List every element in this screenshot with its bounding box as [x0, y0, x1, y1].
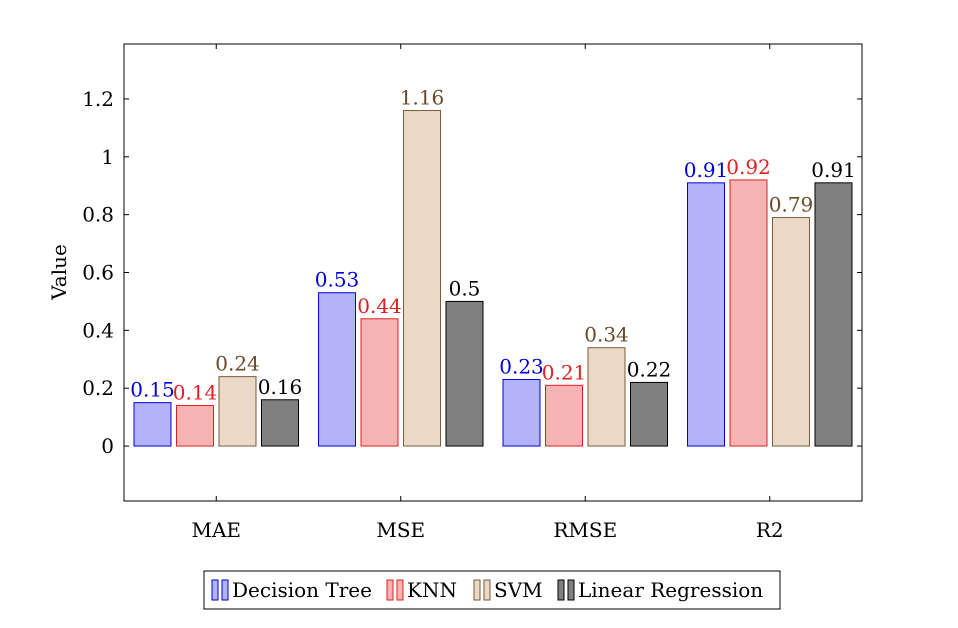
category-label: RMSE: [553, 518, 617, 542]
bar: [403, 110, 441, 447]
category-label: R2: [756, 518, 784, 542]
legend-swatch: [221, 579, 229, 601]
x-axis: MAE MSE RMSE R2: [191, 44, 784, 542]
y-axis: 0 0.2 0.4 0.6 0.8 1 1.2: [82, 87, 862, 458]
data-label: 0.14: [173, 381, 218, 405]
data-label: 0.15: [130, 378, 175, 402]
data-label: 0.91: [684, 158, 729, 182]
legend-swatch: [211, 579, 219, 601]
legend-swatch: [473, 579, 481, 601]
y-tick-label: 1.2: [82, 87, 114, 111]
category-label: MSE: [376, 518, 425, 542]
legend-swatch: [483, 579, 491, 601]
data-label: 0.53: [315, 268, 360, 292]
bar: [587, 347, 626, 447]
legend-label: SVM: [494, 578, 543, 602]
data-label: 0.79: [769, 193, 814, 217]
data-label: 0.34: [584, 323, 629, 347]
bars: [133, 110, 853, 447]
legend-swatch: [396, 579, 404, 601]
data-label: 1.16: [400, 86, 445, 110]
bar: [133, 402, 172, 447]
y-tick-label: 0.6: [82, 261, 114, 285]
y-tick-label: 0.2: [82, 376, 114, 400]
bar: [445, 300, 484, 447]
data-label: 0.24: [215, 352, 260, 376]
y-tick-label: 0.8: [82, 203, 114, 227]
bar: [772, 217, 810, 447]
bar: [218, 376, 257, 447]
y-axis-title: Value: [47, 244, 71, 301]
legend-label: Linear Regression: [578, 578, 763, 602]
bar: [360, 318, 399, 447]
y-tick-label: 1: [101, 145, 114, 169]
bar: [687, 182, 725, 447]
bar: [502, 379, 541, 447]
data-labels: 0.150.14 0.240.16 0.530.44 1.16 0.5 0.230.21 0…: [130, 86, 856, 405]
legend-swatch: [386, 579, 394, 601]
legend: Decision Tree KNN SVM Linear Regression: [203, 570, 781, 610]
data-label: 0.21: [542, 360, 587, 384]
bar: [545, 384, 583, 447]
bar: [814, 182, 853, 447]
legend-label: KNN: [407, 578, 457, 602]
bar: [729, 179, 768, 447]
legend-box: [203, 570, 781, 610]
bar: [176, 405, 214, 447]
y-tick-label: 0: [101, 434, 114, 458]
legend-swatch: [567, 579, 575, 601]
category-label: MAE: [191, 518, 241, 542]
bar: [261, 399, 299, 447]
data-label: 0.91: [811, 158, 856, 182]
bar: [630, 381, 668, 447]
data-label: 0.16: [258, 375, 303, 399]
y-tick-label: 0.4: [82, 318, 114, 342]
legend-label: Decision Tree: [232, 578, 372, 602]
data-label: 0.44: [357, 294, 402, 318]
data-label: 0.92: [726, 155, 771, 179]
data-label: 0.23: [499, 355, 544, 379]
data-label: 0.22: [627, 357, 672, 381]
legend-swatch: [557, 579, 565, 601]
data-label: 0.5: [449, 276, 481, 300]
bar: [318, 292, 356, 447]
